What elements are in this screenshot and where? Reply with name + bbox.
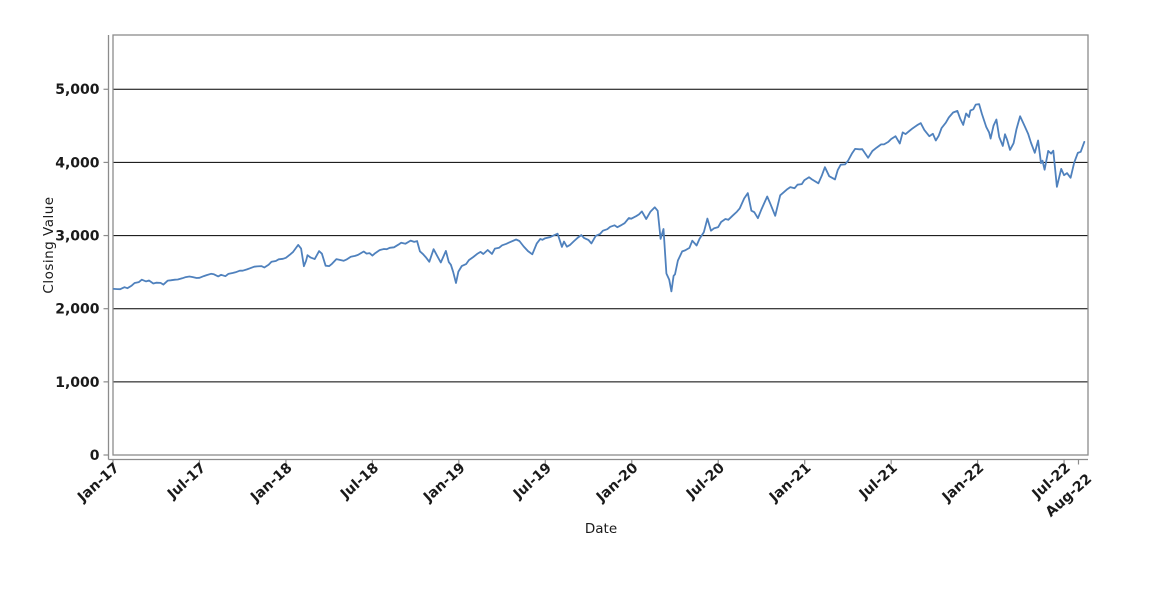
y-tick-label: 1,000 — [55, 375, 100, 391]
x-tick-label: Jul-17 — [164, 460, 209, 503]
x-tick-label: Jul-21 — [856, 460, 901, 503]
x-tick-label: Jan-20 — [593, 460, 642, 506]
x-tick-label: Jan-21 — [766, 460, 815, 506]
y-tick-label: 5,000 — [55, 82, 100, 98]
y-tick-label: 2,000 — [55, 302, 100, 318]
x-tick-label: Jan-17 — [74, 460, 123, 506]
y-tick-label: 3,000 — [55, 228, 100, 244]
y-tick-label: 0 — [90, 448, 100, 464]
x-axis-title: Date — [584, 521, 618, 537]
x-tick-label: Jan-19 — [420, 460, 469, 506]
x-tick-label: Jul-18 — [337, 460, 382, 503]
x-tick-label: Jan-22 — [939, 460, 988, 506]
y-tick-label: 4,000 — [55, 155, 100, 171]
x-tick-label: Jan-18 — [247, 460, 296, 506]
plot-border — [112, 34, 1089, 456]
y-axis-title: Closing Value — [41, 196, 57, 294]
closing-value-line — [112, 103, 1086, 293]
x-tick-label: Jul-20 — [683, 460, 728, 503]
x-tick-label: Jul-19 — [510, 460, 555, 503]
